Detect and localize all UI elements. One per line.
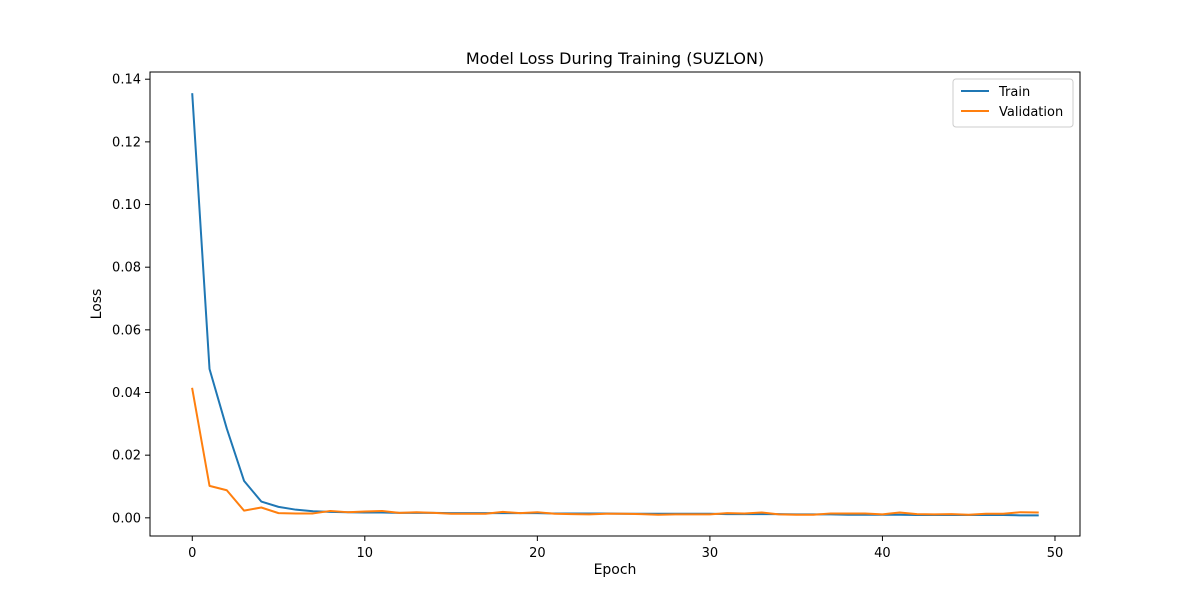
- plot-lines: [191, 93, 1039, 517]
- series-line-validation: [191, 387, 1039, 516]
- x-tick-label: 40: [874, 546, 891, 561]
- y-tick-label: 0.02: [112, 449, 141, 464]
- y-tick-label: 0.06: [112, 323, 141, 338]
- x-axis-ticks: 0 10 20 30 40 50: [188, 536, 1063, 561]
- x-axis-label: Epoch: [594, 562, 637, 578]
- x-tick-label: 30: [702, 546, 719, 561]
- x-tick-label: 0: [188, 546, 196, 561]
- x-tick-label: 10: [357, 546, 374, 561]
- y-tick-label: 0.04: [112, 386, 141, 401]
- y-tick-label: 0.12: [112, 135, 141, 150]
- legend-label-validation: Validation: [999, 105, 1063, 120]
- y-tick-label: 0.10: [112, 198, 141, 213]
- plot-frame: [149, 71, 1081, 537]
- legend: Train Validation: [952, 78, 1074, 128]
- y-tick-label: 0.08: [112, 261, 141, 276]
- x-tick-label: 20: [529, 546, 546, 561]
- y-tick-label: 0.14: [112, 73, 141, 88]
- y-tick-label: 0.00: [112, 511, 141, 526]
- chart-title: Model Loss During Training (SUZLON): [466, 49, 764, 68]
- y-axis-label: Loss: [89, 289, 105, 320]
- legend-label-train: Train: [998, 85, 1030, 100]
- y-axis-ticks: 0.00 0.02 0.04 0.06 0.08 0.10 0.12 0.14: [112, 73, 150, 526]
- x-tick-label: 50: [1047, 546, 1064, 561]
